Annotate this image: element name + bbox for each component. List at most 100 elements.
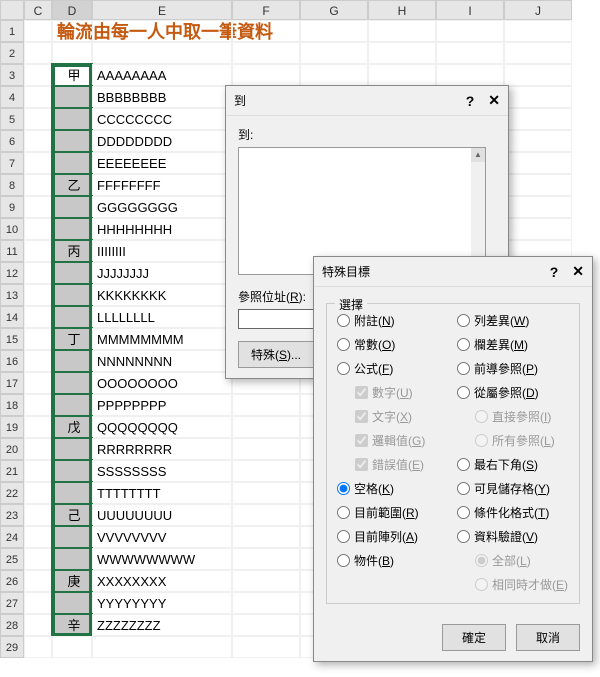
cell[interactable]: VVVVVVVV — [92, 526, 232, 548]
row-header[interactable]: 26 — [0, 570, 24, 592]
cell[interactable] — [504, 86, 572, 108]
row-header[interactable]: 17 — [0, 372, 24, 394]
cell[interactable]: 庚 — [52, 570, 92, 592]
row-header[interactable]: 29 — [0, 636, 24, 658]
cell[interactable] — [504, 152, 572, 174]
cell[interactable] — [368, 64, 436, 86]
cell[interactable]: GGGGGGGG — [92, 196, 232, 218]
cell[interactable] — [436, 20, 504, 42]
cell[interactable] — [52, 262, 92, 284]
cell[interactable]: UUUUUUUU — [92, 504, 232, 526]
row-header[interactable]: 7 — [0, 152, 24, 174]
cell[interactable]: 丙 — [52, 240, 92, 262]
cell[interactable] — [24, 416, 52, 438]
close-icon[interactable]: ✕ — [572, 263, 584, 280]
goto-titlebar[interactable]: 到 ? ✕ — [226, 86, 508, 116]
cell[interactable] — [504, 218, 572, 240]
option-列差異[interactable]: 列差異(W) — [457, 312, 569, 329]
row-header[interactable]: 6 — [0, 130, 24, 152]
cell[interactable] — [368, 20, 436, 42]
radio-input[interactable] — [457, 338, 470, 351]
radio-input[interactable] — [337, 554, 350, 567]
column-header-i[interactable]: I — [436, 0, 504, 20]
cell[interactable]: DDDDDDDD — [92, 130, 232, 152]
cell[interactable] — [24, 438, 52, 460]
cell[interactable] — [232, 482, 300, 504]
cell[interactable]: QQQQQQQQ — [92, 416, 232, 438]
option-欄差異[interactable]: 欄差異(M) — [457, 336, 569, 353]
option-物件[interactable]: 物件(B) — [337, 552, 449, 569]
cell[interactable] — [52, 438, 92, 460]
radio-input[interactable] — [337, 530, 350, 543]
cell[interactable] — [232, 42, 300, 64]
radio-input[interactable] — [337, 362, 350, 375]
cell[interactable]: PPPPPPPP — [92, 394, 232, 416]
cell[interactable]: NNNNNNNN — [92, 350, 232, 372]
cell[interactable] — [52, 394, 92, 416]
cell[interactable]: HHHHHHHH — [92, 218, 232, 240]
cell[interactable] — [24, 372, 52, 394]
cell[interactable] — [232, 394, 300, 416]
cell[interactable] — [232, 64, 300, 86]
cell[interactable] — [368, 42, 436, 64]
cell[interactable] — [52, 350, 92, 372]
option-最右下角[interactable]: 最右下角(S) — [457, 456, 569, 473]
radio-input[interactable] — [337, 338, 350, 351]
cell[interactable]: ZZZZZZZZ — [92, 614, 232, 636]
cell[interactable] — [24, 394, 52, 416]
cell[interactable] — [24, 64, 52, 86]
cell[interactable]: BBBBBBBB — [92, 86, 232, 108]
cell[interactable] — [436, 64, 504, 86]
row-header[interactable]: 28 — [0, 614, 24, 636]
cell[interactable] — [24, 130, 52, 152]
column-header-e[interactable]: E — [92, 0, 232, 20]
cell[interactable] — [232, 614, 300, 636]
cell[interactable]: 己 — [52, 504, 92, 526]
row-header[interactable]: 24 — [0, 526, 24, 548]
cell[interactable] — [504, 174, 572, 196]
cell[interactable] — [52, 372, 92, 394]
row-header[interactable]: 27 — [0, 592, 24, 614]
option-目前陣列[interactable]: 目前陣列(A) — [337, 528, 449, 545]
cell[interactable] — [24, 196, 52, 218]
cell[interactable] — [232, 20, 300, 42]
cell[interactable] — [232, 416, 300, 438]
cell[interactable] — [232, 526, 300, 548]
row-header[interactable]: 11 — [0, 240, 24, 262]
cell[interactable] — [24, 548, 52, 570]
cell[interactable]: KKKKKKKK — [92, 284, 232, 306]
cell[interactable] — [52, 526, 92, 548]
cancel-button[interactable]: 取消 — [516, 624, 580, 651]
cell[interactable] — [300, 20, 368, 42]
cell[interactable] — [52, 284, 92, 306]
row-header[interactable]: 5 — [0, 108, 24, 130]
cell[interactable] — [232, 438, 300, 460]
cell[interactable] — [24, 152, 52, 174]
option-空格[interactable]: 空格(K) — [337, 480, 449, 497]
cell[interactable] — [24, 262, 52, 284]
row-header[interactable]: 19 — [0, 416, 24, 438]
cell[interactable] — [24, 636, 52, 658]
cell[interactable] — [24, 570, 52, 592]
cell[interactable] — [24, 350, 52, 372]
cell[interactable] — [436, 42, 504, 64]
cell[interactable] — [504, 20, 572, 42]
cell[interactable] — [24, 20, 52, 42]
cell[interactable]: AAAAAAAA — [92, 64, 232, 86]
cell[interactable] — [24, 614, 52, 636]
cell[interactable] — [24, 306, 52, 328]
cell[interactable] — [52, 548, 92, 570]
row-header[interactable]: 22 — [0, 482, 24, 504]
column-header-g[interactable]: G — [300, 0, 368, 20]
cell[interactable] — [52, 130, 92, 152]
radio-input[interactable] — [457, 506, 470, 519]
column-header-f[interactable]: F — [232, 0, 300, 20]
cell[interactable] — [24, 108, 52, 130]
cell[interactable]: RRRRRRRR — [92, 438, 232, 460]
cell[interactable] — [92, 42, 232, 64]
cell[interactable] — [232, 548, 300, 570]
cell[interactable]: XXXXXXXX — [92, 570, 232, 592]
row-header[interactable]: 4 — [0, 86, 24, 108]
row-header[interactable]: 2 — [0, 42, 24, 64]
special-button[interactable]: 特殊(S)... — [238, 341, 314, 368]
